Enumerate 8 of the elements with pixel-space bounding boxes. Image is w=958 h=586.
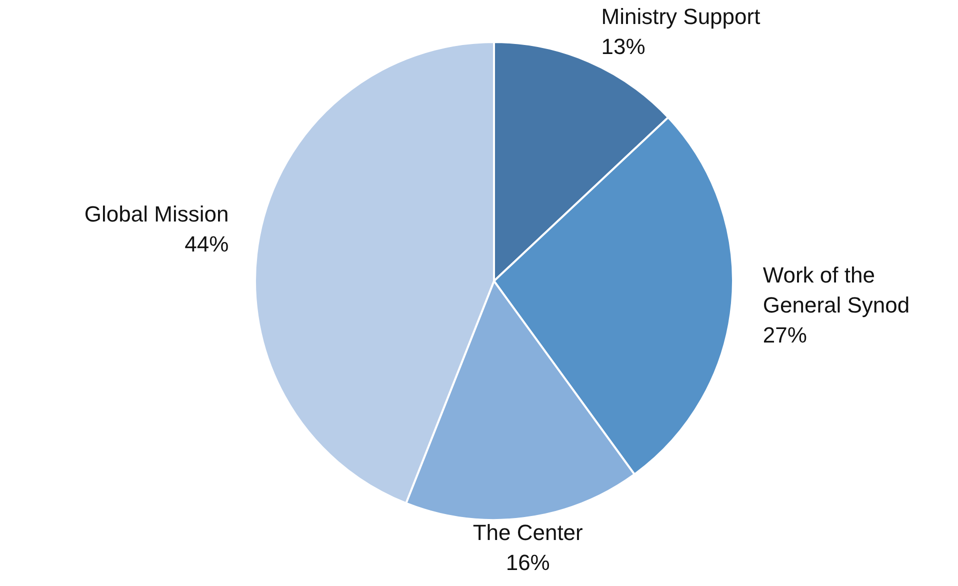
data-label: 27% <box>762 322 807 348</box>
data-label: 16% <box>506 550 550 576</box>
data-label: 13% <box>601 34 646 60</box>
slice-label: Ministry Support <box>601 4 760 30</box>
data-label: 44% <box>184 231 229 256</box>
slice-label: Global Mission <box>84 201 229 226</box>
slice-label: The Center <box>472 520 583 546</box>
slice-label: Work of the General Synod <box>762 262 910 318</box>
